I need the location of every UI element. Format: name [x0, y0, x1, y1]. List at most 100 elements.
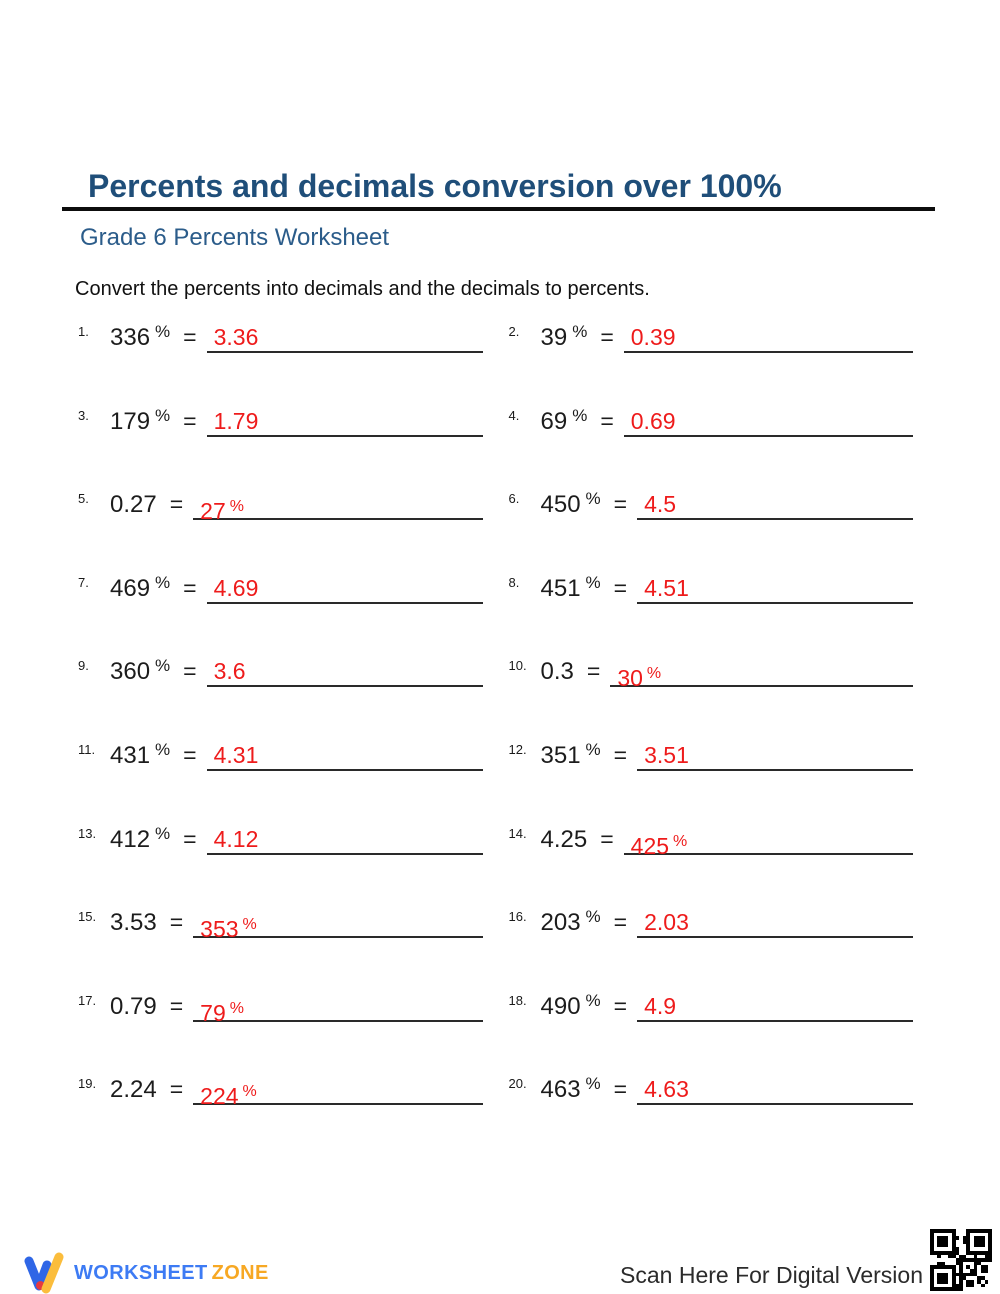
problem-item: 5. 0.27 = 27% — [78, 485, 483, 524]
answer-value: 4.5 — [644, 491, 677, 518]
answer-text: 4.69 — [214, 575, 259, 602]
problem-item: 17. 0.79 = 79% — [78, 987, 483, 1026]
equals-sign: = — [613, 992, 628, 1019]
percent-sign: % — [155, 405, 171, 425]
problem-number: 10. — [508, 658, 527, 674]
question-value: 0.3 — [540, 658, 574, 686]
answer-blank-line: 3.6 — [206, 658, 483, 688]
problem-question: 351% — [541, 740, 601, 770]
problem-number: 13. — [78, 825, 97, 841]
problem-item: 6. 450% = 4.5 — [508, 485, 913, 521]
question-value: 39 — [540, 324, 568, 351]
equals-sign: = — [613, 1076, 628, 1103]
answer-value: 4.63 — [644, 1076, 689, 1103]
answer-text: 3.51 — [644, 742, 689, 769]
percent-sign: % — [572, 322, 588, 341]
problem-number: 9. — [78, 658, 89, 674]
equals-sign: = — [183, 574, 197, 601]
equals-sign: = — [183, 407, 197, 434]
answer-text: 1.79 — [214, 408, 259, 435]
answer-blank-line: 79% — [193, 993, 483, 1026]
problem-item: 3. 179% = 1.79 — [78, 402, 483, 437]
answer-text: 4.5 — [644, 491, 676, 518]
answer-value: 4.9 — [644, 992, 677, 1019]
answer-value: 0.39 — [630, 324, 676, 350]
percent-sign: % — [155, 656, 171, 676]
problem-item: 20. 463% = 4.63 — [509, 1070, 913, 1106]
answer-value: 3.51 — [644, 741, 689, 768]
percent-sign: % — [155, 572, 171, 592]
percent-sign: % — [585, 907, 601, 927]
question-value: 490 — [540, 992, 581, 1020]
answer-value: 4.51 — [644, 574, 689, 601]
problem-item: 7. 469% = 4.69 — [78, 569, 483, 604]
answer-blank-line: 3.51 — [637, 742, 913, 771]
percent-sign: % — [242, 1083, 257, 1101]
problem-item: 18. 490% = 4.9 — [508, 987, 913, 1022]
answer-value: 224 — [200, 1083, 239, 1110]
problem-question: 39% — [540, 322, 588, 352]
answer-text: 2.03 — [644, 909, 689, 936]
percent-sign: % — [229, 999, 244, 1017]
question-value: 360 — [110, 658, 151, 686]
answer-value: 425 — [630, 832, 670, 859]
answer-value: 1.79 — [213, 407, 259, 434]
answer-value: 4.31 — [213, 741, 259, 768]
problem-number: 11. — [78, 741, 96, 757]
problem-question: 469% — [110, 572, 171, 603]
percent-sign: % — [155, 823, 171, 843]
answer-blank-line: 425% — [623, 826, 913, 859]
problem-item: 15. 3.53 = 353% — [78, 903, 483, 942]
problem-number: 8. — [508, 574, 520, 590]
answer-text: 4.31 — [214, 742, 259, 769]
problem-number: 3. — [78, 407, 89, 423]
answer-text: 224% — [200, 1083, 257, 1110]
answer-value: 353 — [200, 916, 239, 943]
problem-item: 11. 431% = 4.31 — [78, 736, 483, 771]
problem-item: 12. 351% = 3.51 — [509, 736, 913, 771]
problem-question: 0.27 — [110, 491, 157, 519]
problem-question: 179% — [110, 405, 171, 436]
answer-blank-line: 224% — [193, 1076, 483, 1109]
problem-number: 16. — [508, 909, 527, 925]
question-value: 3.53 — [110, 909, 157, 937]
problem-number: 6. — [508, 491, 520, 507]
problem-question: 3.53 — [110, 909, 157, 937]
problem-number: 4. — [508, 407, 520, 423]
equals-sign: = — [169, 992, 184, 1019]
problem-number: 5. — [78, 491, 89, 507]
problem-item: 9. 360% = 3.6 — [78, 652, 483, 688]
logo-word-worksheet: WORKSHEET — [74, 1261, 208, 1284]
question-value: 179 — [110, 407, 151, 435]
percent-sign: % — [585, 489, 601, 509]
logo-word-zone: ZONE — [211, 1261, 269, 1284]
problem-item: 4. 69% = 0.69 — [508, 402, 913, 437]
equals-sign: = — [613, 574, 628, 601]
equals-sign: = — [183, 741, 197, 768]
question-value: 412 — [110, 825, 151, 853]
question-value: 451 — [540, 574, 581, 602]
percent-sign: % — [585, 572, 601, 592]
equals-sign: = — [183, 825, 197, 852]
question-value: 450 — [540, 491, 581, 519]
percent-sign: % — [155, 739, 171, 759]
answer-value: 27 — [200, 498, 226, 525]
worksheetzone-logo: WORKSHEET ZONE — [24, 1252, 269, 1294]
scan-here-label: Scan Here For Digital Version — [620, 1262, 923, 1288]
problem-question: 490% — [540, 991, 601, 1021]
problem-number: 18. — [508, 992, 527, 1008]
problem-question: 336% — [110, 322, 171, 352]
answer-blank-line: 30% — [610, 658, 913, 691]
question-value: 336 — [110, 324, 151, 351]
percent-sign: % — [572, 405, 588, 425]
problem-question: 0.79 — [110, 993, 157, 1021]
percent-sign: % — [585, 1074, 601, 1094]
problem-number: 1. — [78, 324, 89, 339]
percent-sign: % — [155, 322, 171, 341]
answer-text: 30% — [617, 665, 661, 692]
problem-question: 431% — [110, 739, 171, 770]
answer-blank-line: 353% — [193, 909, 483, 942]
answer-value: 2.03 — [644, 909, 689, 936]
problem-question: 2.24 — [110, 1076, 157, 1104]
answer-text: 4.51 — [644, 575, 689, 602]
